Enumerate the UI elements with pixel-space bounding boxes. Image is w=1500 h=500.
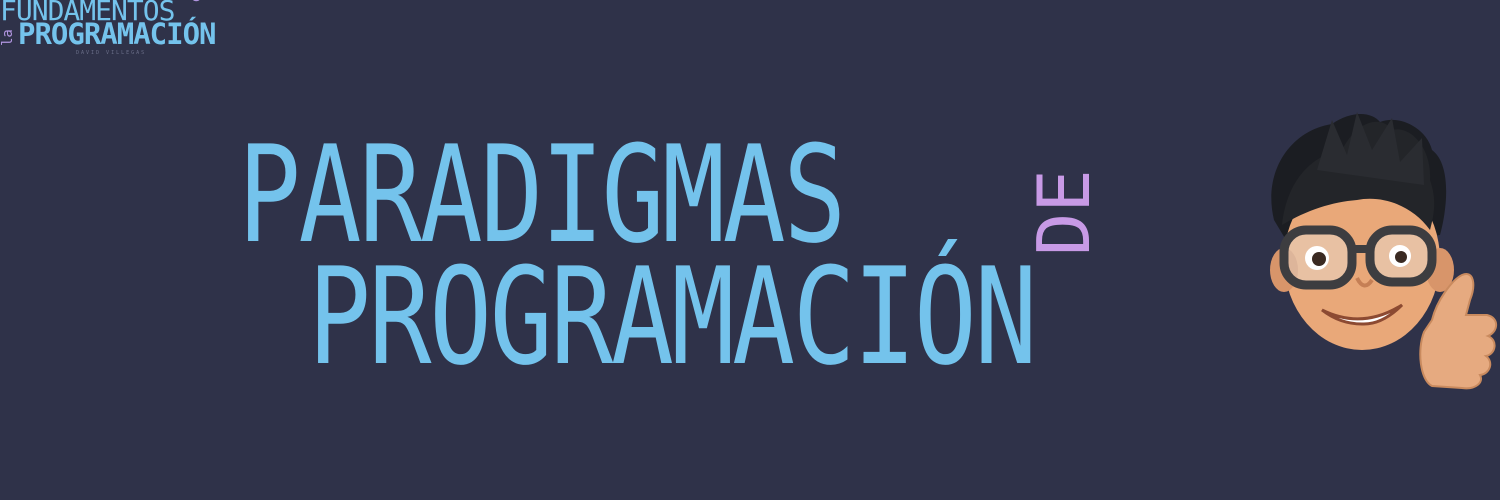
logo-author: DAVID VILLEGAS [76, 50, 147, 56]
logo-la: la [0, 29, 16, 46]
title-de: DE [1022, 169, 1106, 256]
logo-line2: PROGRAMACIÓN [18, 17, 217, 51]
title-programacion: PROGRAMACIÓN [308, 239, 1037, 395]
brand-logo: FUNDAMENTOS de la PROGRAMACIÓN DAVID VIL… [0, 0, 240, 62]
logo-line1: FUNDAMENTOS [0, 0, 175, 27]
memoji-avatar-icon [1270, 112, 1498, 390]
title-paradigmas: PARADIGMAS [238, 117, 846, 273]
logo-de: de [189, 0, 204, 2]
